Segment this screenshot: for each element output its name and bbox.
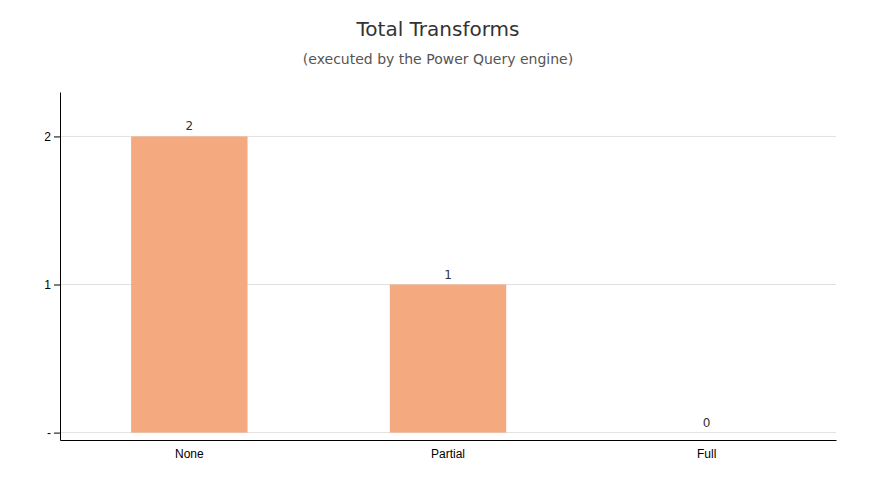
- data-label: 0: [703, 416, 711, 430]
- y-tick-label: 2: [44, 130, 51, 144]
- plot: - 1 2 None Partial Full 2 1 0: [44, 93, 836, 461]
- y-tick: -: [47, 426, 60, 440]
- y-tick: 2: [44, 130, 60, 144]
- data-labels: 2 1 0: [186, 119, 711, 429]
- title: Total Transforms: [356, 17, 520, 41]
- subtitle: (executed by the Power Query engine): [303, 51, 573, 67]
- x-tick: None: [175, 447, 204, 461]
- data-label: 2: [186, 119, 194, 133]
- x-tick: Full: [697, 447, 716, 461]
- chart-svg: Total Transforms (executed by the Power Q…: [0, 0, 876, 488]
- bars: [131, 136, 506, 432]
- y-tick: 1: [44, 278, 60, 292]
- y-axis: - 1 2: [44, 93, 60, 441]
- y-tick-mark: [54, 136, 60, 137]
- x-axis: None Partial Full: [61, 441, 837, 461]
- chart-container: Total Transforms (executed by the Power Q…: [0, 0, 876, 488]
- grid: [60, 136, 836, 432]
- y-tick-label: -: [47, 426, 51, 440]
- x-tick-label: Full: [697, 447, 716, 461]
- bar: [648, 432, 764, 433]
- x-tick-label: None: [175, 447, 204, 461]
- bar: [390, 285, 506, 433]
- y-axis-line: [60, 93, 61, 441]
- x-axis-line: [61, 440, 837, 441]
- x-tick-label: Partial: [431, 447, 465, 461]
- y-tick-label: 1: [44, 278, 51, 292]
- y-tick-mark: [54, 433, 60, 434]
- bar: [131, 136, 247, 432]
- data-label: 1: [444, 268, 452, 282]
- x-tick: Partial: [431, 447, 465, 461]
- y-tick-mark: [54, 285, 60, 286]
